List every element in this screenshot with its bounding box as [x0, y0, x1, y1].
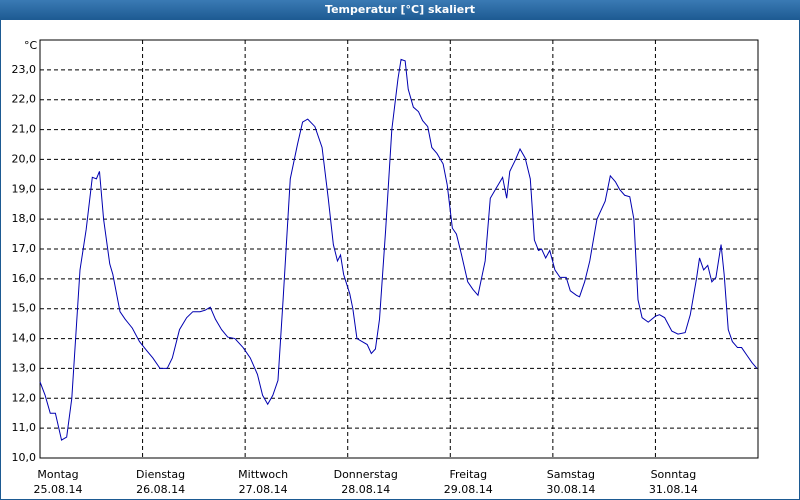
x-tick-label: Samstag [547, 468, 595, 481]
title-bar [0, 0, 800, 20]
chart-title: Temperatur [°C] skaliert [325, 3, 475, 16]
x-tick-label: Sonntag [651, 468, 697, 481]
y-tick-label: 20,0 [12, 152, 37, 165]
x-tick-date: 31.08.14 [649, 483, 698, 496]
x-tick-date: 30.08.14 [546, 483, 595, 496]
y-tick-label: 10,0 [12, 451, 37, 464]
y-tick-label: 16,0 [12, 272, 37, 285]
x-tick-label: Dienstag [136, 468, 185, 481]
y-tick-label: 12,0 [12, 391, 37, 404]
y-tick-label: 17,0 [12, 242, 37, 255]
y-tick-label: 13,0 [12, 361, 37, 374]
y-tick-label: 14,0 [12, 332, 37, 345]
x-tick-label: Mittwoch [238, 468, 288, 481]
y-unit: °C [24, 39, 38, 52]
x-tick-date: 26.08.14 [136, 483, 185, 496]
y-tick-label: 23,0 [12, 63, 37, 76]
x-tick-label: Montag [37, 468, 78, 481]
plot-border [39, 39, 759, 459]
temperature-line [39, 58, 758, 441]
x-tick-date: 25.08.14 [34, 483, 83, 496]
y-tick-label: 19,0 [12, 182, 37, 195]
y-tick-label: 11,0 [12, 421, 37, 434]
y-tick-label: 15,0 [12, 302, 37, 315]
y-tick-label: 21,0 [12, 123, 37, 136]
x-tick-label: Donnerstag [334, 468, 398, 481]
x-tick-label: Freitag [449, 468, 487, 481]
x-tick-date: 27.08.14 [239, 483, 288, 496]
y-tick-label: 22,0 [12, 93, 37, 106]
x-tick-date: 28.08.14 [341, 483, 390, 496]
x-tick-date: 29.08.14 [444, 483, 493, 496]
y-tick-label: 18,0 [12, 212, 37, 225]
